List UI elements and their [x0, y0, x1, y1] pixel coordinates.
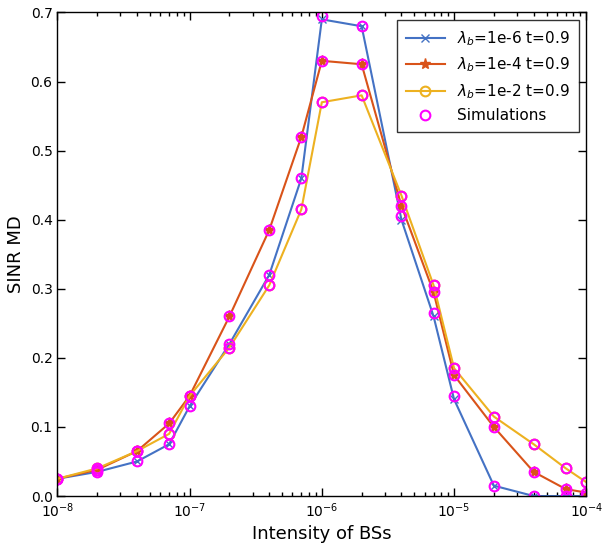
$\lambda_b$=1e-4 t=0.9	[450, 372, 458, 378]
$\lambda_b$=1e-2 t=0.9	[165, 431, 173, 437]
$\lambda_b$=1e-4 t=0.9	[398, 202, 405, 209]
$\lambda_b$=1e-6 t=0.9	[583, 493, 590, 499]
$\lambda_b$=1e-2 t=0.9	[298, 206, 305, 213]
$\lambda_b$=1e-6 t=0.9	[450, 396, 458, 403]
$\lambda_b$=1e-6 t=0.9	[265, 272, 273, 278]
Simulations	[54, 475, 61, 482]
$\lambda_b$=1e-6 t=0.9	[226, 341, 233, 348]
Line: Simulations: Simulations	[52, 91, 591, 487]
$\lambda_b$=1e-4 t=0.9	[54, 475, 61, 482]
Line: $\lambda_b$=1e-4 t=0.9: $\lambda_b$=1e-4 t=0.9	[52, 55, 592, 498]
Line: $\lambda_b$=1e-6 t=0.9: $\lambda_b$=1e-6 t=0.9	[53, 15, 590, 500]
$\lambda_b$=1e-4 t=0.9	[583, 490, 590, 496]
Simulations	[430, 282, 437, 289]
Simulations	[398, 192, 405, 199]
$\lambda_b$=1e-6 t=0.9	[530, 493, 537, 499]
$\lambda_b$=1e-2 t=0.9	[583, 479, 590, 486]
Simulations	[265, 282, 273, 289]
$\lambda_b$=1e-4 t=0.9	[298, 134, 305, 140]
$\lambda_b$=1e-2 t=0.9	[530, 441, 537, 448]
$\lambda_b$=1e-4 t=0.9	[490, 424, 498, 430]
$\lambda_b$=1e-4 t=0.9	[186, 393, 193, 399]
$\lambda_b$=1e-4 t=0.9	[530, 469, 537, 475]
$\lambda_b$=1e-2 t=0.9	[265, 282, 273, 289]
$\lambda_b$=1e-4 t=0.9	[265, 227, 273, 233]
$\lambda_b$=1e-2 t=0.9	[398, 192, 405, 199]
$\lambda_b$=1e-2 t=0.9	[186, 393, 193, 399]
$\lambda_b$=1e-6 t=0.9	[298, 175, 305, 182]
Simulations	[490, 413, 498, 420]
$\lambda_b$=1e-6 t=0.9	[562, 493, 570, 499]
$\lambda_b$=1e-2 t=0.9	[93, 465, 101, 472]
Simulations	[93, 465, 101, 472]
Simulations	[298, 206, 305, 213]
$\lambda_b$=1e-2 t=0.9	[226, 344, 233, 351]
$\lambda_b$=1e-2 t=0.9	[450, 365, 458, 372]
$\lambda_b$=1e-2 t=0.9	[134, 448, 141, 454]
$\lambda_b$=1e-4 t=0.9	[430, 289, 437, 295]
Simulations	[530, 441, 537, 448]
Line: $\lambda_b$=1e-2 t=0.9: $\lambda_b$=1e-2 t=0.9	[52, 91, 591, 487]
Simulations	[450, 365, 458, 372]
$\lambda_b$=1e-6 t=0.9	[318, 16, 326, 23]
Simulations	[186, 393, 193, 399]
$\lambda_b$=1e-6 t=0.9	[398, 216, 405, 223]
Simulations	[318, 99, 326, 106]
$\lambda_b$=1e-6 t=0.9	[134, 458, 141, 465]
$\lambda_b$=1e-2 t=0.9	[54, 475, 61, 482]
Simulations	[562, 465, 570, 472]
Simulations	[583, 479, 590, 486]
Simulations	[165, 431, 173, 437]
$\lambda_b$=1e-4 t=0.9	[562, 486, 570, 492]
$\lambda_b$=1e-4 t=0.9	[318, 58, 326, 64]
$\lambda_b$=1e-2 t=0.9	[358, 92, 365, 98]
$\lambda_b$=1e-4 t=0.9	[93, 466, 101, 473]
X-axis label: Intensity of BSs: Intensity of BSs	[252, 525, 392, 543]
Y-axis label: SINR MD: SINR MD	[7, 216, 25, 293]
$\lambda_b$=1e-4 t=0.9	[226, 313, 233, 320]
$\lambda_b$=1e-6 t=0.9	[490, 482, 498, 489]
$\lambda_b$=1e-6 t=0.9	[165, 441, 173, 448]
$\lambda_b$=1e-2 t=0.9	[318, 99, 326, 106]
$\lambda_b$=1e-6 t=0.9	[93, 469, 101, 475]
Simulations	[358, 92, 365, 98]
Simulations	[134, 448, 141, 454]
$\lambda_b$=1e-6 t=0.9	[358, 23, 365, 30]
$\lambda_b$=1e-6 t=0.9	[430, 313, 437, 320]
$\lambda_b$=1e-4 t=0.9	[134, 448, 141, 454]
$\lambda_b$=1e-4 t=0.9	[358, 61, 365, 68]
$\lambda_b$=1e-2 t=0.9	[562, 465, 570, 472]
$\lambda_b$=1e-6 t=0.9	[54, 475, 61, 482]
$\lambda_b$=1e-2 t=0.9	[490, 413, 498, 420]
Simulations	[226, 344, 233, 351]
$\lambda_b$=1e-6 t=0.9	[186, 403, 193, 410]
$\lambda_b$=1e-4 t=0.9	[165, 420, 173, 427]
Legend: $\lambda_b$=1e-6 t=0.9, $\lambda_b$=1e-4 t=0.9, $\lambda_b$=1e-2 t=0.9, Simulati: $\lambda_b$=1e-6 t=0.9, $\lambda_b$=1e-4…	[397, 20, 579, 133]
$\lambda_b$=1e-2 t=0.9	[430, 282, 437, 289]
